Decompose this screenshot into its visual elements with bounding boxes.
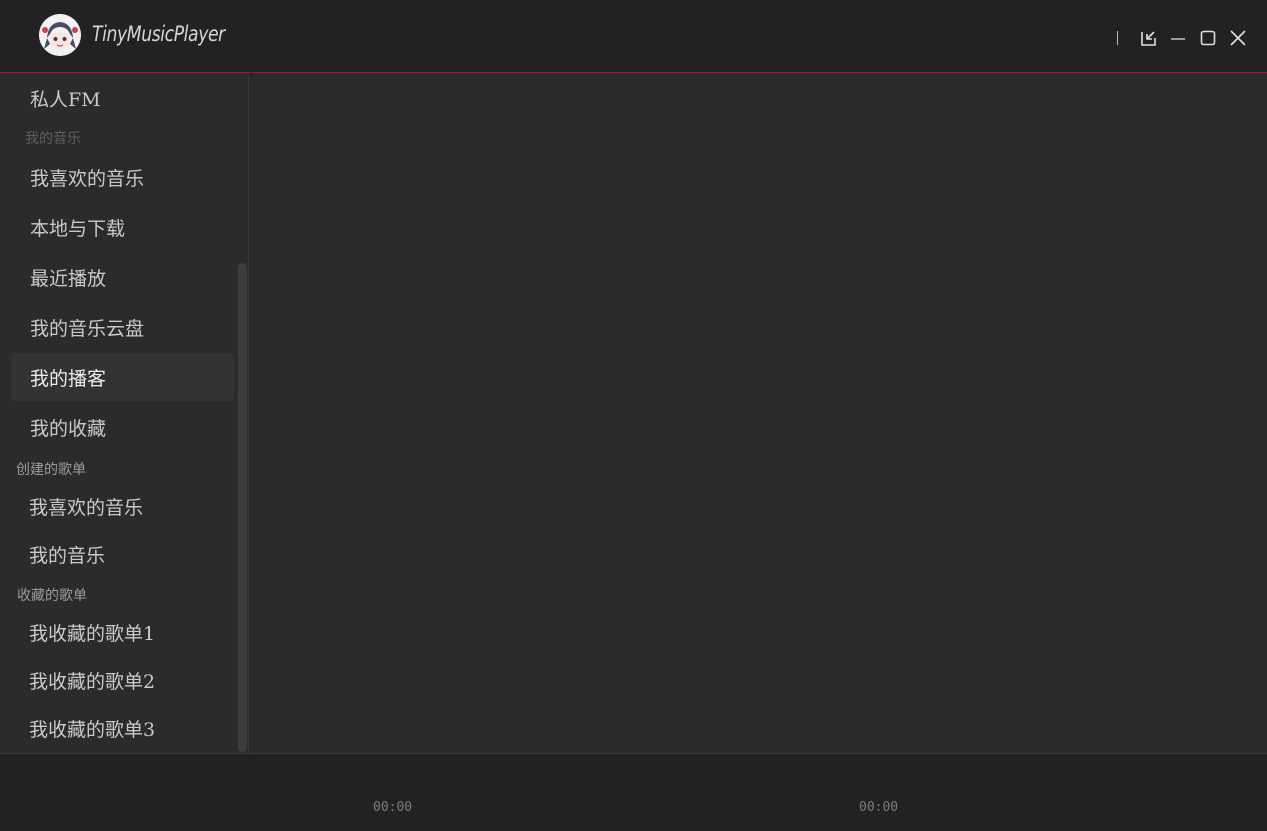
- section-label-my-music: 我的音乐: [25, 131, 81, 147]
- sidebar-item-cloud-disk[interactable]: 我的音乐云盘: [11, 303, 234, 351]
- total-time: 00:00: [859, 800, 899, 815]
- sidebar-item-label: 我收藏的歌单2: [29, 670, 156, 693]
- sidebar-item-collected-playlist[interactable]: 我收藏的歌单3: [11, 704, 234, 752]
- mini-mode-icon: [1141, 31, 1156, 46]
- sidebar-item-label: 最近播放: [30, 267, 107, 290]
- minimize-icon: [1171, 38, 1185, 40]
- app-title: TinyMusicPlayer: [92, 22, 225, 46]
- player-bar: 00:00 00:00: [0, 753, 1267, 831]
- sidebar-item-label: 我的音乐: [29, 544, 106, 567]
- sidebar-item-label: 我喜欢的音乐: [30, 167, 145, 190]
- title-separator: [1117, 31, 1118, 45]
- sidebar-item-podcasts[interactable]: 我的播客: [11, 353, 234, 401]
- sidebar-item-label: 本地与下载: [30, 217, 126, 240]
- close-button[interactable]: [1228, 27, 1248, 49]
- sidebar-item-liked-music[interactable]: 我喜欢的音乐: [11, 153, 234, 201]
- sidebar-item-label: 我收藏的歌单3: [29, 718, 156, 741]
- sidebar-item-created-playlist[interactable]: 我的音乐: [11, 530, 234, 578]
- sidebar-item-collected-playlist[interactable]: 我收藏的歌单1: [11, 608, 234, 656]
- sidebar-item-label: 我的音乐云盘: [30, 317, 145, 340]
- sidebar: 私人FM 我的音乐 我喜欢的音乐 本地与下载 最近播放 我的音乐云盘 我的播客 …: [0, 74, 249, 753]
- mini-mode-button[interactable]: [1138, 27, 1158, 49]
- sidebar-item-recent[interactable]: 最近播放: [11, 253, 234, 301]
- current-time: 00:00: [373, 800, 413, 815]
- sidebar-item-label: 我喜欢的音乐: [29, 496, 144, 519]
- title-bar[interactable]: TinyMusicPlayer: [0, 0, 1267, 73]
- sidebar-item-created-playlist[interactable]: 我喜欢的音乐: [11, 482, 234, 530]
- main-content: [250, 74, 1267, 753]
- close-icon: [1230, 30, 1246, 46]
- sidebar-item-label: 我的收藏: [30, 417, 107, 440]
- sidebar-item-label: 我收藏的歌单1: [29, 622, 156, 645]
- sidebar-item-label: 我的播客: [30, 367, 107, 390]
- sidebar-item-local-downloads[interactable]: 本地与下载: [11, 203, 234, 251]
- maximize-button[interactable]: [1198, 27, 1218, 49]
- minimize-button[interactable]: [1168, 27, 1188, 49]
- sidebar-scrollbar[interactable]: [238, 263, 247, 752]
- section-label-created-playlists: 创建的歌单: [16, 462, 86, 478]
- sidebar-item-collected-playlist[interactable]: 我收藏的歌单2: [11, 656, 234, 704]
- sidebar-item-label: 私人FM: [30, 88, 101, 111]
- sidebar-item-collections[interactable]: 我的收藏: [11, 403, 234, 451]
- maximize-icon: [1200, 30, 1216, 46]
- app-logo: [39, 14, 81, 56]
- section-label-collected-playlists: 收藏的歌单: [17, 588, 87, 604]
- sidebar-item-private-fm[interactable]: 私人FM: [11, 74, 234, 122]
